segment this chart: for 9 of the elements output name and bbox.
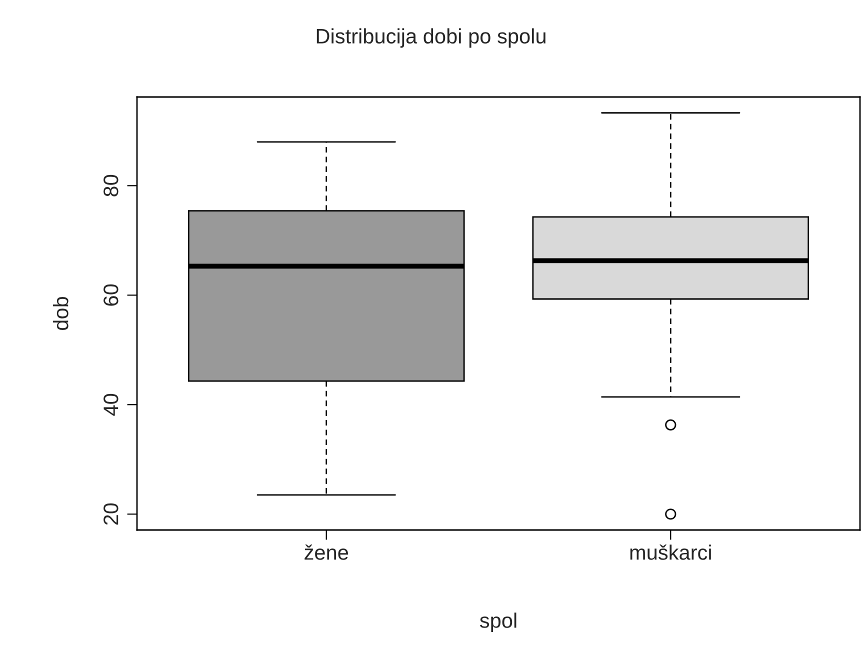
x-axis-title: spol: [480, 612, 516, 632]
chart-title: Distribucija dobi po spolu: [316, 28, 546, 48]
x-tick-label: žene: [304, 544, 348, 560]
x-tick-label: muškarci: [630, 544, 711, 560]
y-tick-label: 60: [104, 284, 118, 306]
y-tick-label: 80: [104, 174, 118, 196]
y-tick-label: 20: [104, 503, 118, 525]
y-tick-label: 40: [104, 394, 118, 416]
y-axis-title: dob: [53, 296, 68, 330]
